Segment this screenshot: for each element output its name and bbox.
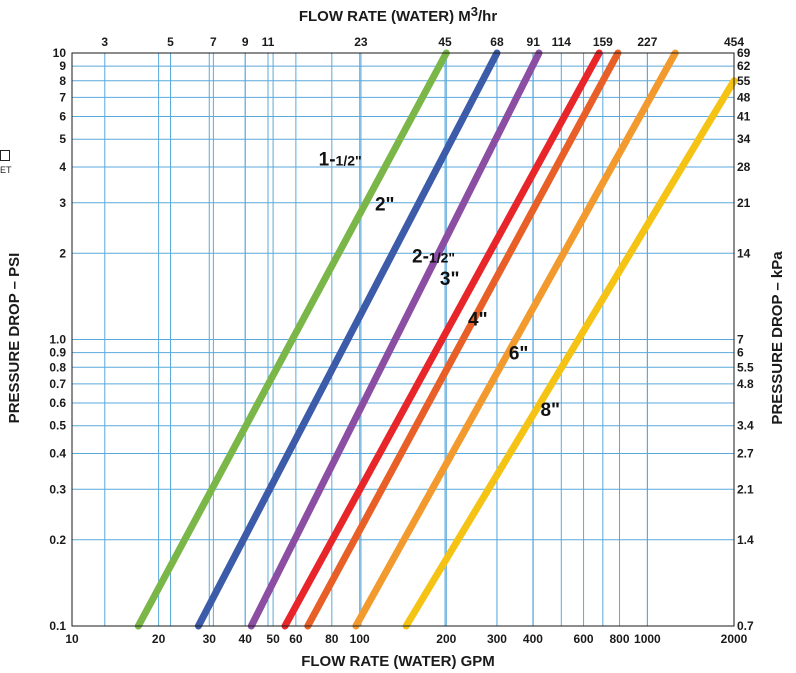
y2-axis-title: PRESSURE DROP – kPa xyxy=(769,251,786,425)
x2-axis-title: FLOW RATE (WATER) M3/hr xyxy=(299,4,497,25)
series-label: 4" xyxy=(468,309,488,330)
series-line xyxy=(194,49,501,630)
y-tick-label: 0.4 xyxy=(49,447,66,461)
x2-axis-title-unit: /hr xyxy=(478,8,497,25)
y2-tick-label: 21 xyxy=(737,196,751,210)
plot-frame xyxy=(71,52,735,627)
y-tick-label: 1.0 xyxy=(49,333,66,347)
x-tick-label: 200 xyxy=(436,632,456,646)
series-label: 1-1/2" xyxy=(319,149,362,170)
series-line xyxy=(352,49,679,630)
series-lines xyxy=(134,49,738,630)
y2-tick-label: 3.4 xyxy=(737,419,754,433)
series-line xyxy=(402,77,738,630)
y2-tick-label: 62 xyxy=(737,59,751,73)
series-labels: 1-1/2" 2" 2-1/2"3" 4" 6" 8" xyxy=(319,149,560,421)
x-tick-label: 600 xyxy=(574,632,594,646)
y2-tick-label: 2.1 xyxy=(737,482,754,496)
x2-axis-title-main: FLOW RATE (WATER) M xyxy=(299,8,471,25)
y2-tick-label: 14 xyxy=(737,246,751,260)
y-tick-label: 2 xyxy=(59,246,66,260)
x2-tick-label: 9 xyxy=(242,35,249,49)
y-tick-label: 0.2 xyxy=(49,533,66,547)
y-tick-label: 9 xyxy=(59,59,66,73)
x-tick-label: 20 xyxy=(152,632,166,646)
x2-axis-title-sup: 3 xyxy=(471,4,478,19)
y2-tick-label: 28 xyxy=(737,160,751,174)
y2-tick-label: 34 xyxy=(737,132,751,146)
x2-tick-label: 5 xyxy=(167,35,174,49)
y-tick-label: 0.7 xyxy=(49,377,66,391)
y-tick-label: 8 xyxy=(59,74,66,88)
y-tick-label: 3 xyxy=(59,196,66,210)
x2-tick-label: 7 xyxy=(210,35,217,49)
y-tick-label: 7 xyxy=(59,90,66,104)
legend-fragment-text: ET xyxy=(0,165,12,175)
legend-swatch-icon xyxy=(0,150,10,161)
x2-tick-label: 91 xyxy=(527,35,541,49)
y-axis-title: PRESSURE DROP – PSI xyxy=(6,253,23,424)
y-tick-label: 6 xyxy=(59,110,66,124)
y-tick-label: 0.5 xyxy=(49,419,66,433)
x2-tick-label: 68 xyxy=(490,35,504,49)
y2-tick-label: 48 xyxy=(737,90,751,104)
y2-tick-label: 55 xyxy=(737,74,751,88)
y-tick-label: 0.8 xyxy=(49,360,66,374)
x2-tick-label: 454 xyxy=(724,35,744,49)
tick-labels: 10 20 30 40 50 60 80 100 200 300 400 600 800 1000 2000… xyxy=(49,35,754,646)
y-tick-label: 0.6 xyxy=(49,396,66,410)
y2-tick-label: 41 xyxy=(737,110,751,124)
x-axis-title: FLOW RATE (WATER) GPM xyxy=(301,653,495,670)
y2-tick-label: 2.7 xyxy=(737,447,754,461)
series-label: 2-1/2" xyxy=(412,246,455,267)
y-tick-label: 0.3 xyxy=(49,482,66,496)
y2-tick-label: 4.8 xyxy=(737,377,754,391)
x-tick-label: 300 xyxy=(487,632,507,646)
series-label: 3" xyxy=(440,269,460,290)
x-tick-label: 1000 xyxy=(634,632,661,646)
y-tick-label: 0.1 xyxy=(49,619,66,633)
x-tick-label: 800 xyxy=(609,632,629,646)
series-line xyxy=(247,49,543,630)
x2-tick-label: 23 xyxy=(354,35,368,49)
y-tick-label: 5 xyxy=(59,132,66,146)
series-label: 8" xyxy=(540,400,560,421)
x2-tick-label: 11 xyxy=(262,35,275,49)
series-line xyxy=(304,49,622,630)
y-tick-label: 10 xyxy=(53,46,67,60)
series-line xyxy=(134,49,450,630)
series-label: 6" xyxy=(509,344,529,365)
x-tick-label: 100 xyxy=(350,632,370,646)
y2-tick-label: 6 xyxy=(737,346,744,360)
x2-tick-label: 114 xyxy=(552,35,572,49)
legend-fragment: ET xyxy=(0,150,12,175)
x-tick-label: 10 xyxy=(65,632,79,646)
x-tick-label: 50 xyxy=(266,632,280,646)
x2-tick-label: 3 xyxy=(101,35,108,49)
x-tick-label: 40 xyxy=(239,632,253,646)
y2-tick-label: 1.4 xyxy=(737,533,754,547)
y2-tick-label: 0.7 xyxy=(737,619,754,633)
series-line xyxy=(281,49,603,630)
y2-tick-label: 7 xyxy=(737,333,744,347)
x-tick-label: 2000 xyxy=(721,632,748,646)
y2-tick-label: 69 xyxy=(737,46,751,60)
x2-tick-label: 45 xyxy=(438,35,452,49)
y-tick-label: 0.9 xyxy=(49,346,66,360)
x2-tick-label: 227 xyxy=(637,35,657,49)
x-tick-label: 80 xyxy=(325,632,339,646)
x2-tick-label: 159 xyxy=(593,35,613,49)
y-tick-label: 4 xyxy=(59,160,66,174)
x-tick-label: 400 xyxy=(523,632,543,646)
y2-tick-label: 5.5 xyxy=(737,360,754,374)
series-label: 2" xyxy=(375,195,395,216)
x-tick-label: 30 xyxy=(203,632,217,646)
x-tick-label: 60 xyxy=(289,632,303,646)
